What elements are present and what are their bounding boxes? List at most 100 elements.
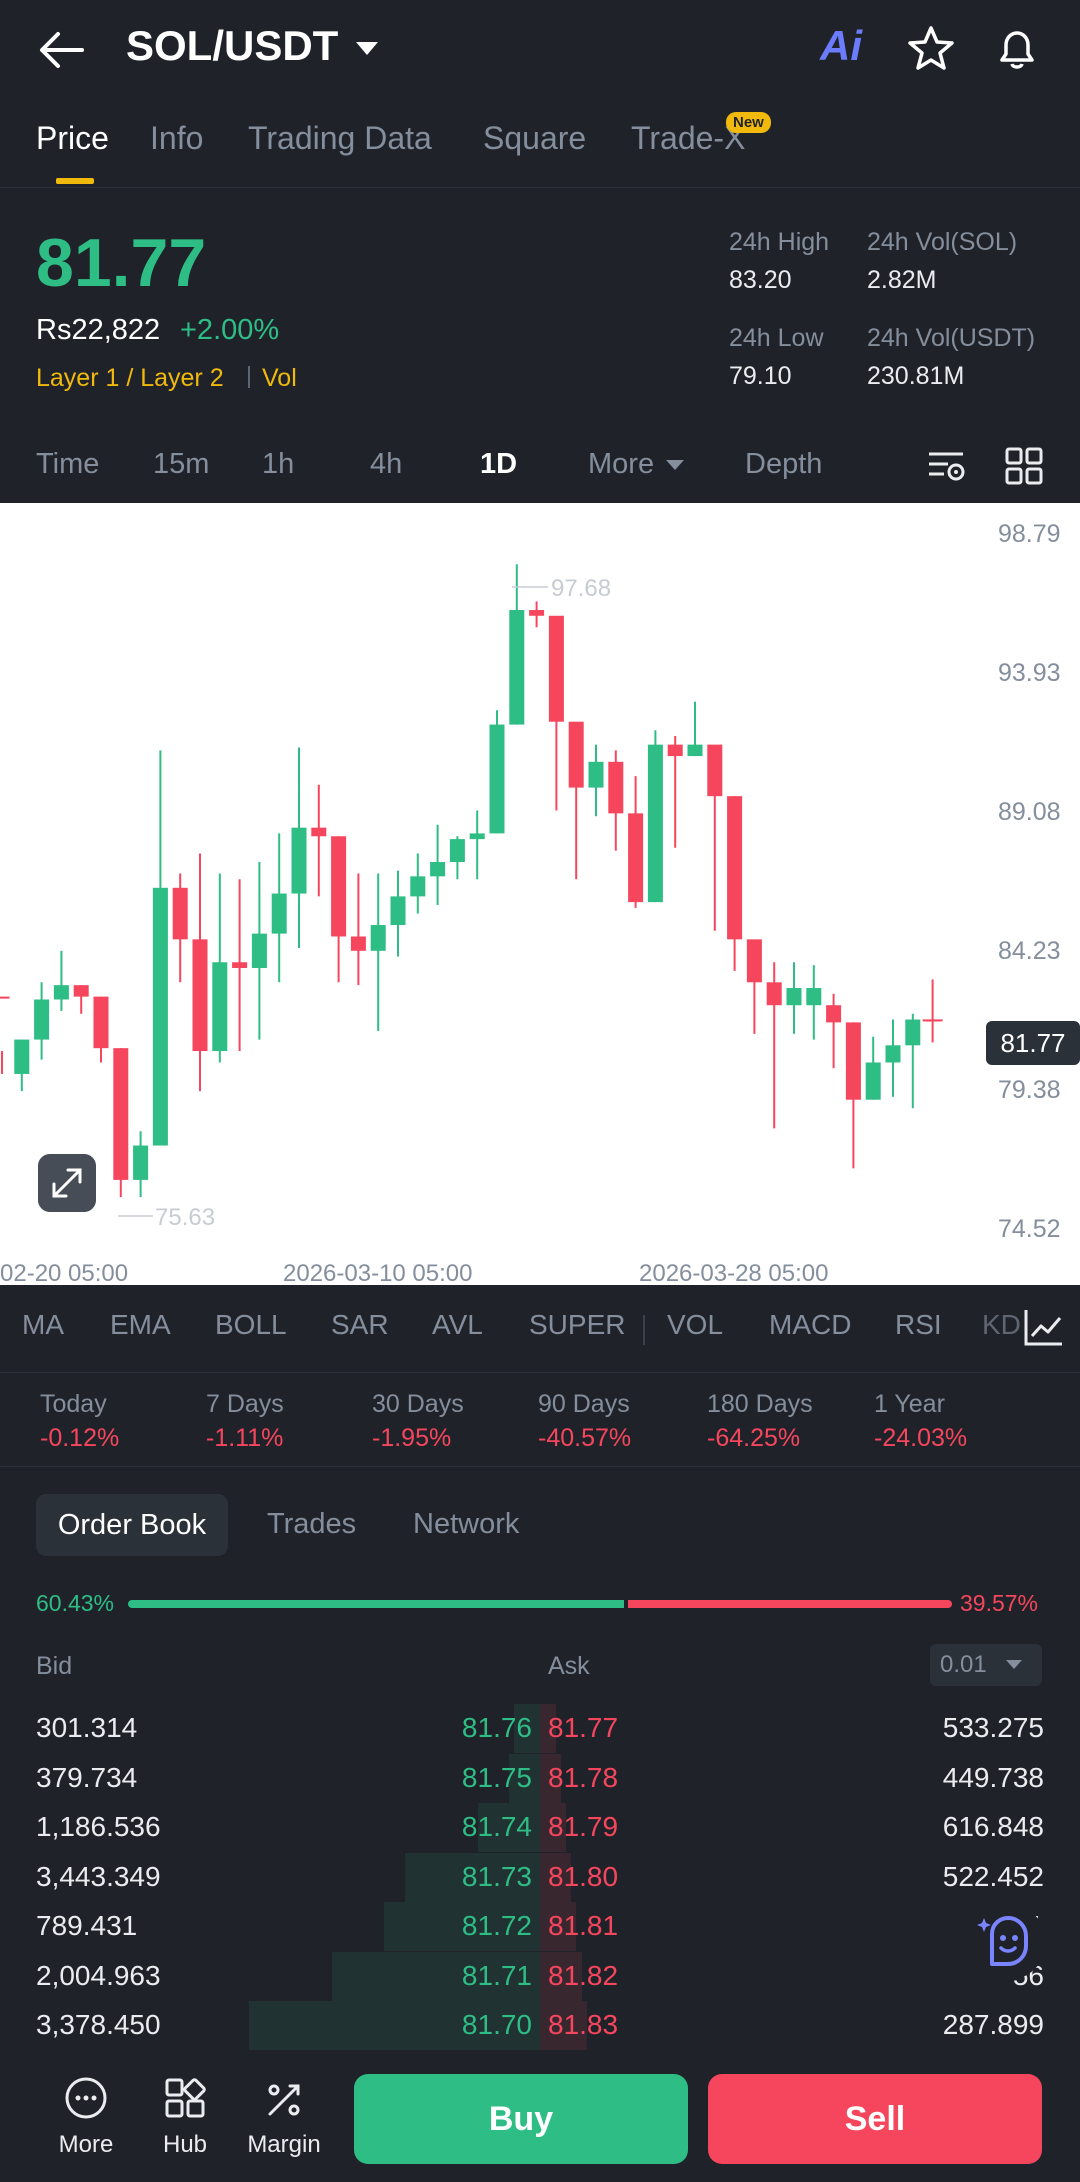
more-button[interactable]: More <box>41 2076 131 2159</box>
perf-label-today: Today <box>40 1390 107 1418</box>
more-dropdown-icon <box>666 460 684 470</box>
interval-15m[interactable]: 15m <box>153 448 210 480</box>
indicator-sar[interactable]: SAR <box>331 1309 389 1340</box>
tab-network[interactable]: Network <box>413 1508 520 1540</box>
bottom-action-bar: More Hub Margin Buy Sell <box>0 2060 1080 2182</box>
top-header: SOL/USDT Ai <box>0 0 1080 100</box>
candle-body <box>251 933 267 968</box>
perf-value-180d: -64.25% <box>707 1424 801 1452</box>
interval-4h[interactable]: 4h <box>370 448 403 480</box>
interval-depth[interactable]: Depth <box>745 448 823 480</box>
candle-body <box>449 839 465 863</box>
y-tick: 98.79 <box>998 520 1061 548</box>
candle-body <box>350 936 366 951</box>
order-book-row[interactable]: 3,378.450 81.70 81.83 287.899 <box>0 2001 1080 2050</box>
chart-canvas[interactable]: 98.79 93.93 89.08 84.23 79.38 74.52 02-2… <box>0 503 1080 1285</box>
last-price: 81.77 <box>36 225 207 301</box>
tab-price[interactable]: Price <box>36 120 109 156</box>
indicator-macd[interactable]: MACD <box>769 1309 852 1340</box>
ask-depth-bar <box>540 1902 577 1951</box>
bid-price: 81.74 <box>461 1811 532 1842</box>
interval-time[interactable]: Time <box>36 448 100 480</box>
chart-settings-icon[interactable] <box>926 446 966 486</box>
indicator-ema[interactable]: EMA <box>110 1309 171 1340</box>
hub-label: Hub <box>162 2131 208 2158</box>
bid-depth-bar <box>508 1753 540 1803</box>
candle-body <box>548 615 564 722</box>
notification-bell-icon[interactable] <box>992 24 1042 74</box>
candle-body <box>53 985 69 1000</box>
tab-square[interactable]: Square <box>483 120 587 156</box>
candle-body <box>331 836 347 937</box>
fullscreen-expand-icon[interactable] <box>38 1154 96 1212</box>
margin-button[interactable]: Margin <box>239 2076 329 2159</box>
order-book-row[interactable]: 2,004.963 81.71 81.82 56 <box>0 1951 1080 2001</box>
ask-price: 81.77 <box>548 1712 619 1743</box>
indicator-rsi[interactable]: RSI <box>895 1309 942 1340</box>
perf-label-30d: 30 Days <box>372 1390 464 1418</box>
perf-label-180d: 180 Days <box>707 1390 813 1418</box>
category-tag[interactable]: Layer 1 / Layer 2 <box>36 364 224 392</box>
tab-order-book[interactable]: Order Book <box>36 1494 228 1556</box>
order-book-row[interactable]: 301.314 81.76 81.77 533.275 <box>0 1704 1080 1753</box>
layout-grid-icon[interactable] <box>1004 446 1044 486</box>
back-arrow-icon[interactable] <box>38 28 86 72</box>
bid-price: 81.75 <box>461 1761 532 1793</box>
indicator-kd[interactable]: KD <box>982 1309 1021 1340</box>
indicator-ma[interactable]: MA <box>22 1309 64 1340</box>
indicator-chart-icon[interactable] <box>1022 1306 1064 1348</box>
order-book-row[interactable]: 3,443.349 81.73 81.80 522.452 <box>0 1852 1080 1902</box>
section-divider <box>0 1466 1080 1467</box>
pair-dropdown-icon[interactable] <box>356 42 378 55</box>
interval-1h[interactable]: 1h <box>262 448 295 480</box>
candle-body <box>152 887 168 1146</box>
bid-depth-bar <box>248 2001 540 2050</box>
candle-body <box>905 1019 921 1046</box>
vol-tag[interactable]: Vol <box>262 364 297 392</box>
ask-depth-bar <box>540 1704 556 1753</box>
perf-value-today: -0.12% <box>40 1424 120 1452</box>
ai-assistant-icon[interactable]: Ai <box>820 22 862 69</box>
bid-price: 81.70 <box>461 2009 532 2040</box>
perf-label-1y: 1 Year <box>874 1390 945 1418</box>
y-tick: 74.52 <box>998 1215 1061 1243</box>
hub-button[interactable]: Hub <box>140 2076 230 2159</box>
candle-body <box>0 996 10 999</box>
pair-title[interactable]: SOL/USDT <box>126 22 339 69</box>
bid-depth-bar <box>332 1951 540 2001</box>
candle-body <box>311 827 327 837</box>
candlestick-chart[interactable]: 98.79 93.93 89.08 84.23 79.38 74.52 02-2… <box>0 503 1080 1285</box>
ask-depth-bar <box>540 2001 587 2050</box>
y-tick: 84.23 <box>998 937 1061 965</box>
tab-trades[interactable]: Trades <box>267 1508 357 1540</box>
candle-body <box>746 939 762 983</box>
tab-trading-data[interactable]: Trading Data <box>248 120 432 156</box>
candle-body <box>430 862 446 877</box>
perf-value-90d: -40.57% <box>538 1424 632 1452</box>
ask-quantity: 616.848 <box>942 1811 1044 1842</box>
stat-high-label: 24h High <box>729 228 830 256</box>
assistant-bot-icon[interactable] <box>970 1904 1046 1980</box>
interval-1d[interactable]: 1D <box>480 448 518 480</box>
order-book-row[interactable]: 1,186.536 81.74 81.79 616.848 <box>0 1803 1080 1852</box>
precision-select[interactable]: 0.01 <box>930 1644 1042 1686</box>
candle-body <box>509 610 525 725</box>
buy-button[interactable]: Buy <box>354 2074 688 2164</box>
perf-label-7d: 7 Days <box>206 1390 284 1418</box>
indicator-vol[interactable]: VOL <box>667 1309 724 1340</box>
y-tick: 79.38 <box>998 1076 1061 1104</box>
bid-quantity: 3,378.450 <box>36 2009 161 2040</box>
x-tick: 02-20 05:00 <box>0 1260 128 1285</box>
margin-label: Margin <box>247 2131 321 2158</box>
indicator-boll[interactable]: BOLL <box>215 1309 287 1340</box>
interval-more[interactable]: More <box>588 448 655 480</box>
bid-quantity: 789.431 <box>36 1910 138 1941</box>
hub-icon <box>165 2078 206 2118</box>
sell-button[interactable]: Sell <box>708 2074 1042 2164</box>
favorite-star-icon[interactable] <box>906 24 956 74</box>
order-book-row[interactable]: 379.734 81.75 81.78 449.738 <box>0 1753 1080 1803</box>
indicator-super[interactable]: SUPER <box>529 1309 626 1340</box>
tab-info[interactable]: Info <box>150 120 204 156</box>
indicator-avl[interactable]: AVL <box>432 1309 483 1340</box>
